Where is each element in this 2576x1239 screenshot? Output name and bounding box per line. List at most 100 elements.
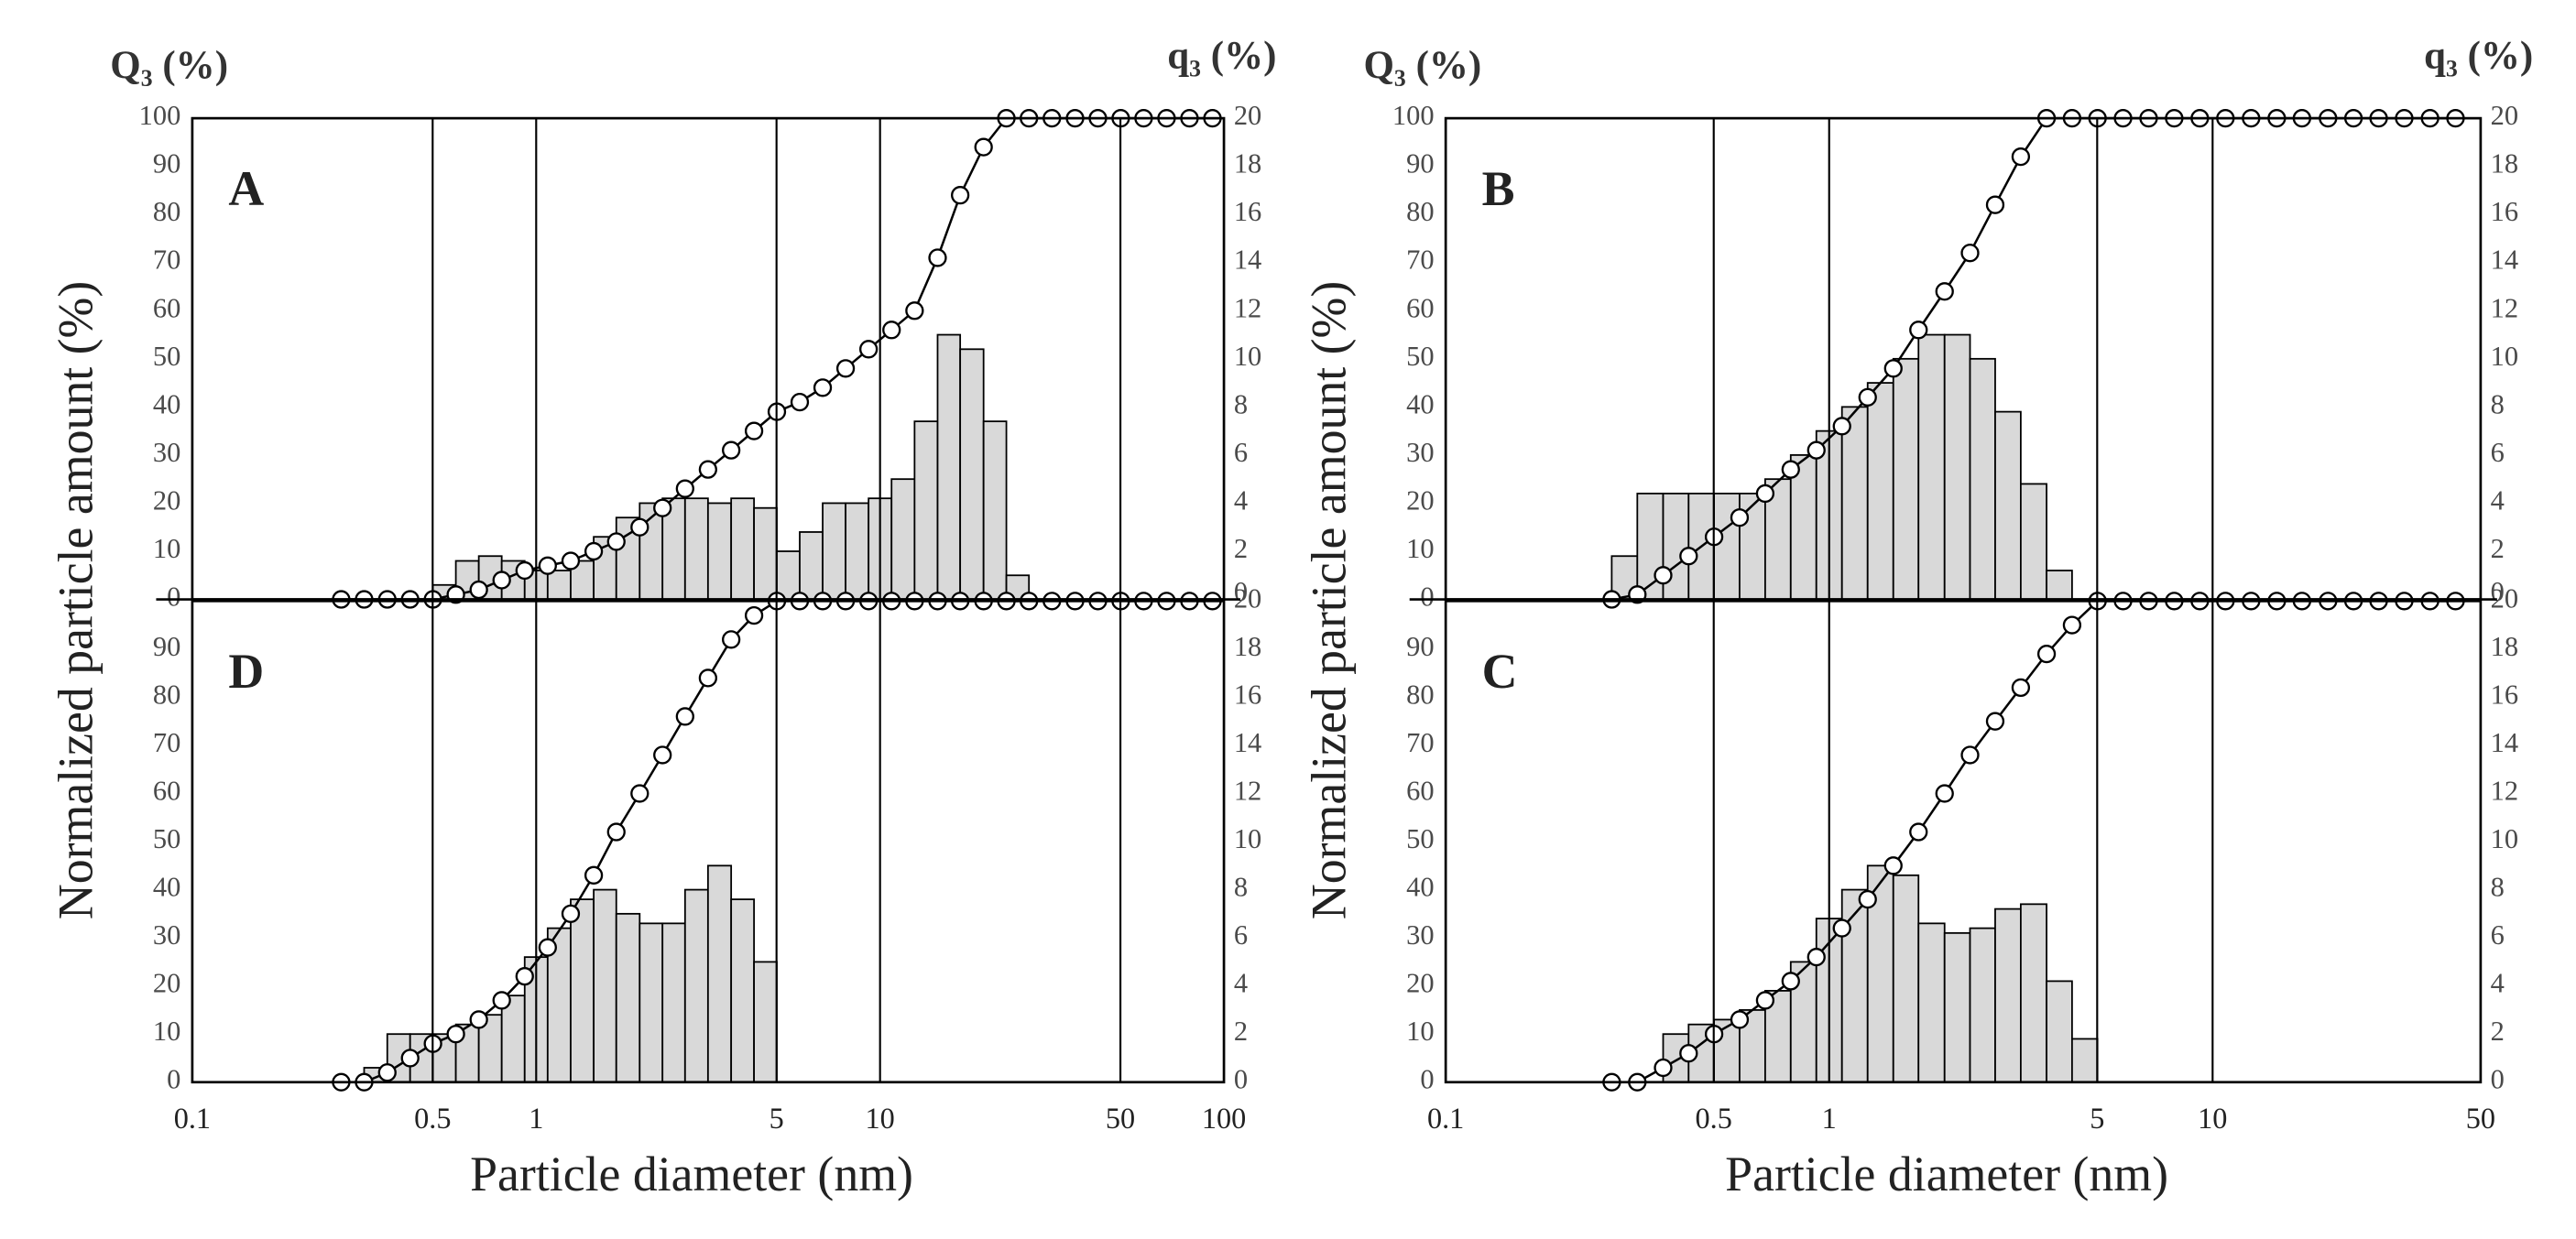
histogram-bar	[639, 502, 664, 601]
histogram-bar	[799, 531, 824, 601]
histogram-bar	[2046, 980, 2073, 1083]
cumulative-marker	[928, 248, 947, 267]
cumulative-marker	[744, 605, 764, 625]
cumulative-marker	[951, 186, 970, 205]
cumulative-marker	[446, 1025, 465, 1044]
y-tick-label: 20	[1406, 968, 1434, 999]
cumulative-marker	[1883, 359, 1903, 378]
y-tick-label: 60	[1406, 292, 1434, 323]
cumulative-marker	[1654, 566, 1673, 585]
y2-tick-label: 10	[1234, 341, 1261, 372]
y-tick-label: 100	[139, 100, 181, 131]
y-tick-label: 80	[153, 196, 180, 227]
histogram-bar	[683, 888, 709, 1083]
x-tick-label: 10	[866, 1102, 895, 1135]
histogram-bar	[913, 420, 939, 601]
histogram-bar	[615, 912, 641, 1083]
y2-tick-label: 4	[2491, 484, 2505, 516]
y-tick-label: 50	[1406, 823, 1434, 854]
cumulative-marker	[859, 340, 879, 359]
y2-tick-label: 14	[1234, 245, 1261, 276]
y2-tick-label: 8	[2491, 388, 2505, 419]
histogram-bar	[1969, 357, 1996, 601]
y-tick-label: 30	[153, 437, 180, 468]
cumulative-marker	[2036, 644, 2057, 664]
y-tick-label: 40	[1406, 872, 1434, 903]
cumulative-marker	[974, 137, 993, 157]
histogram-bar	[753, 961, 778, 1083]
histogram-bar	[845, 502, 870, 601]
cumulative-marker	[630, 784, 649, 803]
y-tick-label: 20	[1406, 484, 1434, 516]
cumulative-marker	[1832, 417, 1851, 436]
cumulative-marker	[492, 991, 511, 1010]
histogram-bar	[890, 478, 916, 601]
y2-tick-label: 18	[1234, 148, 1261, 179]
histogram-bar	[2019, 903, 2047, 1083]
y-tick-label: 40	[153, 872, 180, 903]
y2-tick-label: 6	[2491, 437, 2505, 468]
cumulative-marker	[561, 551, 581, 571]
y-tick-label: 20	[153, 484, 180, 516]
y2-tick-label: 12	[1234, 292, 1261, 323]
histogram-bar	[1917, 922, 1946, 1083]
cumulative-marker	[469, 580, 488, 600]
x-axis-label: Particle diameter (nm)	[470, 1147, 913, 1201]
y2-tick-label: 14	[2491, 245, 2518, 276]
cumulative-marker	[584, 541, 604, 561]
cumulative-marker	[630, 517, 649, 537]
cumulative-marker	[744, 421, 764, 440]
y2-tick-label: 10	[2491, 341, 2518, 372]
y2-tick-label: 2	[1234, 1016, 1248, 1047]
histogram-bar	[822, 502, 846, 601]
cumulative-marker	[606, 532, 626, 551]
y-tick-label: 50	[153, 823, 180, 854]
cumulative-marker	[1679, 1044, 1698, 1063]
y2-tick-label: 18	[1234, 631, 1261, 662]
cumulative-marker	[1858, 387, 1877, 407]
y2-tick-label: 8	[1234, 388, 1248, 419]
y-tick-label: 30	[1406, 919, 1434, 951]
y2-tick-label: 4	[1234, 968, 1248, 999]
y-tick-label: 20	[153, 968, 180, 999]
y2-tick-label: 6	[1234, 919, 1248, 951]
cumulative-marker	[1806, 440, 1826, 460]
y2-tick-label: 16	[1234, 679, 1261, 710]
cumulative-marker	[377, 1063, 397, 1082]
histogram-bar	[730, 497, 755, 601]
histogram-bar	[593, 888, 617, 1083]
cumulative-marker	[1755, 991, 1775, 1010]
x-tick-label: 1	[529, 1102, 543, 1135]
y2-tick-label: 4	[1234, 484, 1248, 516]
histogram-bar	[1840, 406, 1869, 601]
cumulative-marker	[1909, 321, 1928, 340]
cumulative-marker	[790, 392, 810, 412]
y-tick-label: 10	[153, 1016, 180, 1047]
y-tick-label: 0	[167, 581, 180, 613]
x-tick-label: 0.5	[1696, 1102, 1732, 1135]
histogram-bar	[982, 420, 1008, 601]
panel-label: B	[1482, 161, 1515, 216]
histogram-bar	[2070, 1038, 2099, 1083]
x-axis-label: Particle diameter (nm)	[1725, 1147, 2168, 1201]
y2-tick-label: 2	[2491, 1016, 2505, 1047]
y2-tick-label: 8	[2491, 872, 2505, 903]
y-tick-label: 70	[1406, 727, 1434, 758]
y2-tick-label: 12	[2491, 775, 2518, 806]
histogram-bar	[2019, 483, 2047, 601]
y2-tick-label: 16	[2491, 196, 2518, 227]
panel-label: C	[1482, 644, 1518, 699]
histogram-bar	[1943, 931, 1971, 1083]
histogram-bar	[1840, 888, 1869, 1083]
y-axis-title: Q₃ (%)	[110, 44, 228, 87]
y2-tick-label: 4	[2491, 968, 2505, 999]
cumulative-marker	[561, 904, 581, 923]
x-tick-label: 100	[1202, 1102, 1246, 1135]
cumulative-marker	[1730, 508, 1750, 527]
y-tick-label: 80	[1406, 196, 1434, 227]
cumulative-marker	[675, 479, 694, 498]
x-tick-label: 0.1	[1427, 1102, 1464, 1135]
cumulative-marker	[653, 498, 672, 517]
y2-axis-title: q₃ (%)	[2424, 34, 2533, 77]
histogram-bar	[570, 898, 595, 1083]
